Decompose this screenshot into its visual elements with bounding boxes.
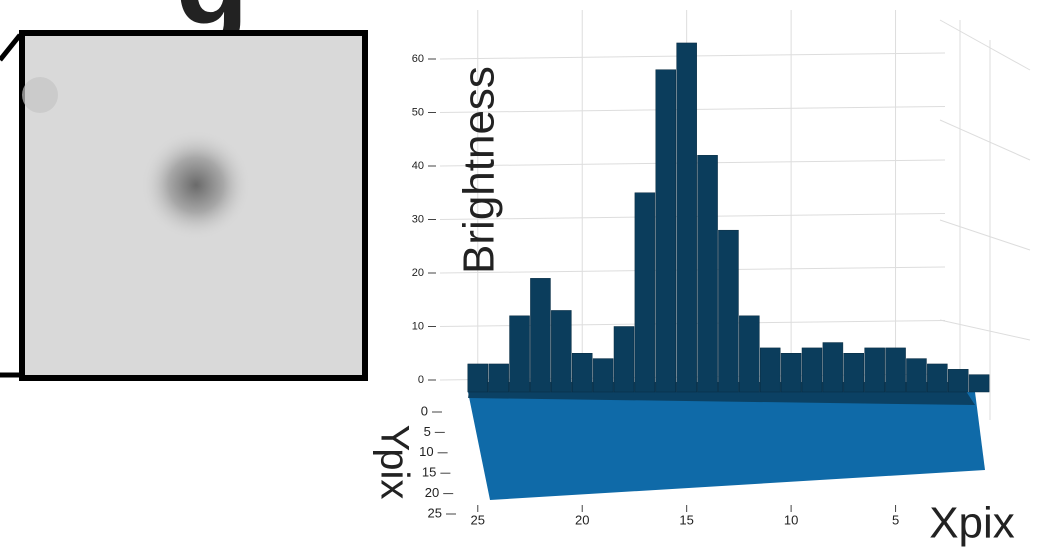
- bar: [739, 316, 759, 392]
- y-tick-label: 5: [424, 424, 431, 439]
- bar: [927, 364, 947, 392]
- floor-base: [468, 392, 985, 500]
- z-tick-label: 20: [412, 267, 424, 279]
- x-tick-label: 10: [784, 512, 798, 527]
- bar: [969, 375, 989, 392]
- x-axis-label: Xpix: [929, 499, 1015, 548]
- bar: [948, 369, 968, 392]
- bar: [906, 359, 926, 392]
- bar: [677, 43, 697, 392]
- bar: [865, 348, 885, 392]
- bar: [593, 359, 613, 392]
- bar: [614, 327, 634, 393]
- bar: [698, 155, 718, 392]
- bar: [656, 70, 676, 392]
- y-tick-label: 15: [422, 465, 436, 480]
- bar: [886, 348, 906, 392]
- y-tick-label: 25: [428, 505, 442, 520]
- z-tick-label: 10: [412, 320, 424, 332]
- y-tick-label: 20: [425, 485, 439, 500]
- bar: [823, 343, 843, 392]
- faint-source: [22, 77, 58, 113]
- star: [141, 130, 251, 240]
- bar: [551, 310, 571, 392]
- bar: [781, 353, 801, 392]
- bar: [760, 348, 780, 392]
- x-tick-label: 15: [679, 512, 693, 527]
- z-tick-label: 50: [412, 106, 424, 118]
- x-tick-label: 20: [575, 512, 589, 527]
- figure: g 01020304050602520151050510152025Bright…: [0, 0, 1040, 560]
- bar: [635, 193, 655, 392]
- bar: [802, 348, 822, 392]
- left-bracket: [0, 35, 22, 375]
- bar: [530, 278, 550, 392]
- z-axis-label: Brightness: [455, 66, 504, 274]
- z-tick-label: 30: [412, 213, 424, 225]
- bar: [572, 353, 592, 392]
- bar: [510, 316, 530, 392]
- y-tick-label: 10: [419, 444, 433, 459]
- bar: [489, 364, 509, 392]
- z-tick-label: 0: [418, 374, 424, 386]
- z-tick-label: 60: [412, 53, 424, 65]
- z-tick-label: 40: [412, 160, 424, 172]
- side-wall: [940, 20, 1030, 420]
- y-tick-label: 0: [421, 403, 428, 418]
- y-axis-label: Ypix: [372, 425, 416, 500]
- x-tick-label: 25: [471, 512, 485, 527]
- x-tick-label: 5: [892, 512, 899, 527]
- bar: [468, 364, 488, 392]
- bar: [844, 353, 864, 392]
- bar: [718, 230, 738, 392]
